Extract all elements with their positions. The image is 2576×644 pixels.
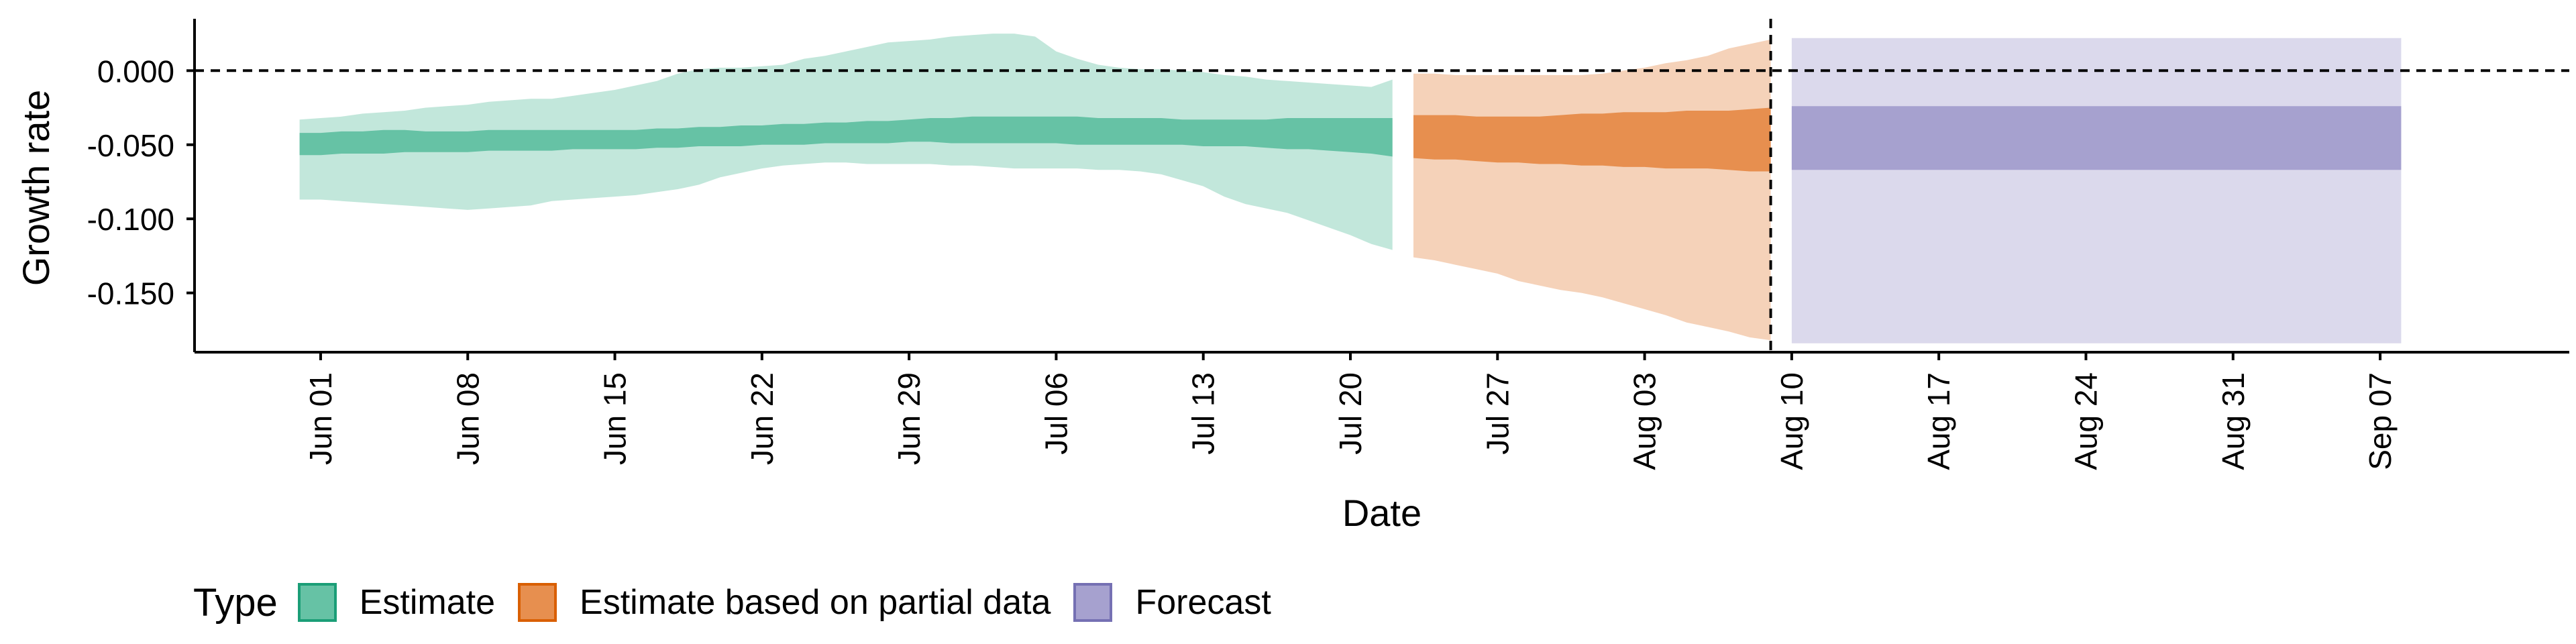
x-tick-label: Jun 08	[450, 372, 485, 465]
axes	[193, 19, 2569, 354]
uncertainty-bands	[299, 34, 2402, 343]
legend-swatch-estimate	[297, 583, 337, 622]
band-90-forecast	[1791, 38, 2402, 343]
legend-title: Type	[193, 580, 278, 625]
x-tick-label: Jun 22	[745, 372, 780, 465]
x-tick-label: Aug 17	[1921, 372, 1956, 470]
x-tick-label: Aug 31	[2216, 372, 2251, 470]
band-50-estimate-based-on-partial-data	[1413, 107, 1771, 172]
legend-item-estimate: Estimate	[297, 582, 496, 623]
y-axis-label: Growth rate	[15, 90, 57, 286]
x-axis-label: Date	[1342, 492, 1421, 534]
legend-item-partial: Estimate based on partial data	[518, 582, 1051, 623]
x-tick-label: Jun 29	[892, 372, 926, 465]
x-tick-label: Jul 06	[1038, 372, 1073, 455]
y-tick-label: -0.150	[87, 276, 174, 311]
legend-swatch-forecast	[1073, 583, 1113, 622]
legend-swatch-partial	[518, 583, 557, 622]
x-tick-label: Jul 20	[1333, 372, 1368, 455]
x-tick-label: Aug 10	[1774, 372, 1809, 470]
x-tick-label: Jun 01	[303, 372, 338, 465]
legend-label-forecast: Forecast	[1135, 583, 1271, 622]
y-tick-label: -0.100	[87, 202, 174, 237]
x-tick-label: Sep 07	[2363, 372, 2398, 470]
y-tick-label: 0.000	[97, 54, 174, 89]
x-tick-label: Jul 27	[1480, 372, 1515, 455]
x-tick-label: Aug 03	[1627, 372, 1662, 470]
legend-label-estimate: Estimate	[359, 583, 496, 622]
x-tick-label: Jul 13	[1186, 372, 1221, 455]
x-tick-label: Jun 15	[598, 372, 633, 465]
band-90-estimate-based-on-partial-data	[1413, 39, 1771, 341]
legend-item-forecast: Forecast	[1073, 582, 1271, 623]
band-50-estimate	[299, 116, 1393, 157]
band-50-forecast	[1791, 106, 2402, 170]
reference-lines	[195, 19, 2569, 352]
legend-label-partial: Estimate based on partial data	[580, 583, 1051, 622]
growth-rate-chart: 0.000 -0.050 -0.100 -0.150 Jun 01 Jun 08 Jun 1…	[15, 19, 2569, 534]
legend: Type Estimate Estimate based on partial …	[193, 576, 1294, 629]
tick-labels: 0.000 -0.050 -0.100 -0.150 Jun 01 Jun 08 Jun 1…	[87, 54, 2398, 470]
x-tick-label: Aug 24	[2068, 372, 2103, 470]
y-tick-label: -0.050	[87, 128, 174, 163]
